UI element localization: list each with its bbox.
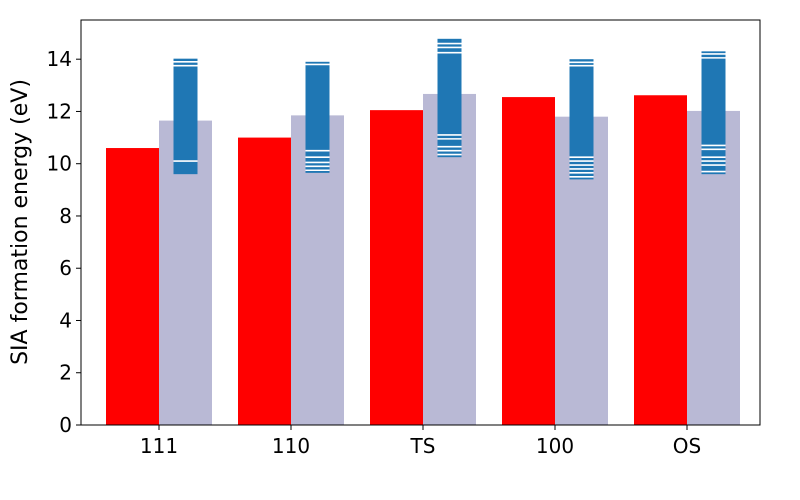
y-axis-label: SIA formation energy (eV) [8,79,33,365]
distribution-ts [437,38,462,158]
y-tick-label-12: 12 [47,99,72,123]
y-tick-label-6: 6 [59,256,72,280]
distribution-110 [305,61,330,173]
y-tick-label-8: 8 [59,204,72,228]
x-tick-label-os: OS [673,434,701,458]
y-axis: 0 2 4 6 8 10 12 14 [47,47,81,437]
y-tick-label-0: 0 [59,413,72,437]
distribution-layer [173,38,726,180]
y-tick-label-14: 14 [47,47,72,71]
bar-ts-series-1 [370,110,423,425]
distribution-100 [569,59,594,180]
bar-110-series-1 [238,137,291,426]
x-tick-label-100: 100 [536,434,574,458]
x-tick-label-111: 111 [140,434,178,458]
bar-layer [106,93,740,426]
y-tick-label-4: 4 [59,308,72,332]
x-axis: 111 110 TS 100 OS [140,425,701,458]
y-tick-label-2: 2 [59,361,72,385]
x-tick-label-110: 110 [272,434,310,458]
bar-os-series-1 [634,95,687,425]
distribution-os [701,51,726,175]
bar-100-series-1 [502,97,555,426]
plot-area-frame [80,19,761,426]
y-tick-label-10: 10 [47,152,72,176]
bar-111-series-1 [106,148,159,425]
x-tick-label-ts: TS [410,434,436,458]
distribution-111 [173,58,198,175]
